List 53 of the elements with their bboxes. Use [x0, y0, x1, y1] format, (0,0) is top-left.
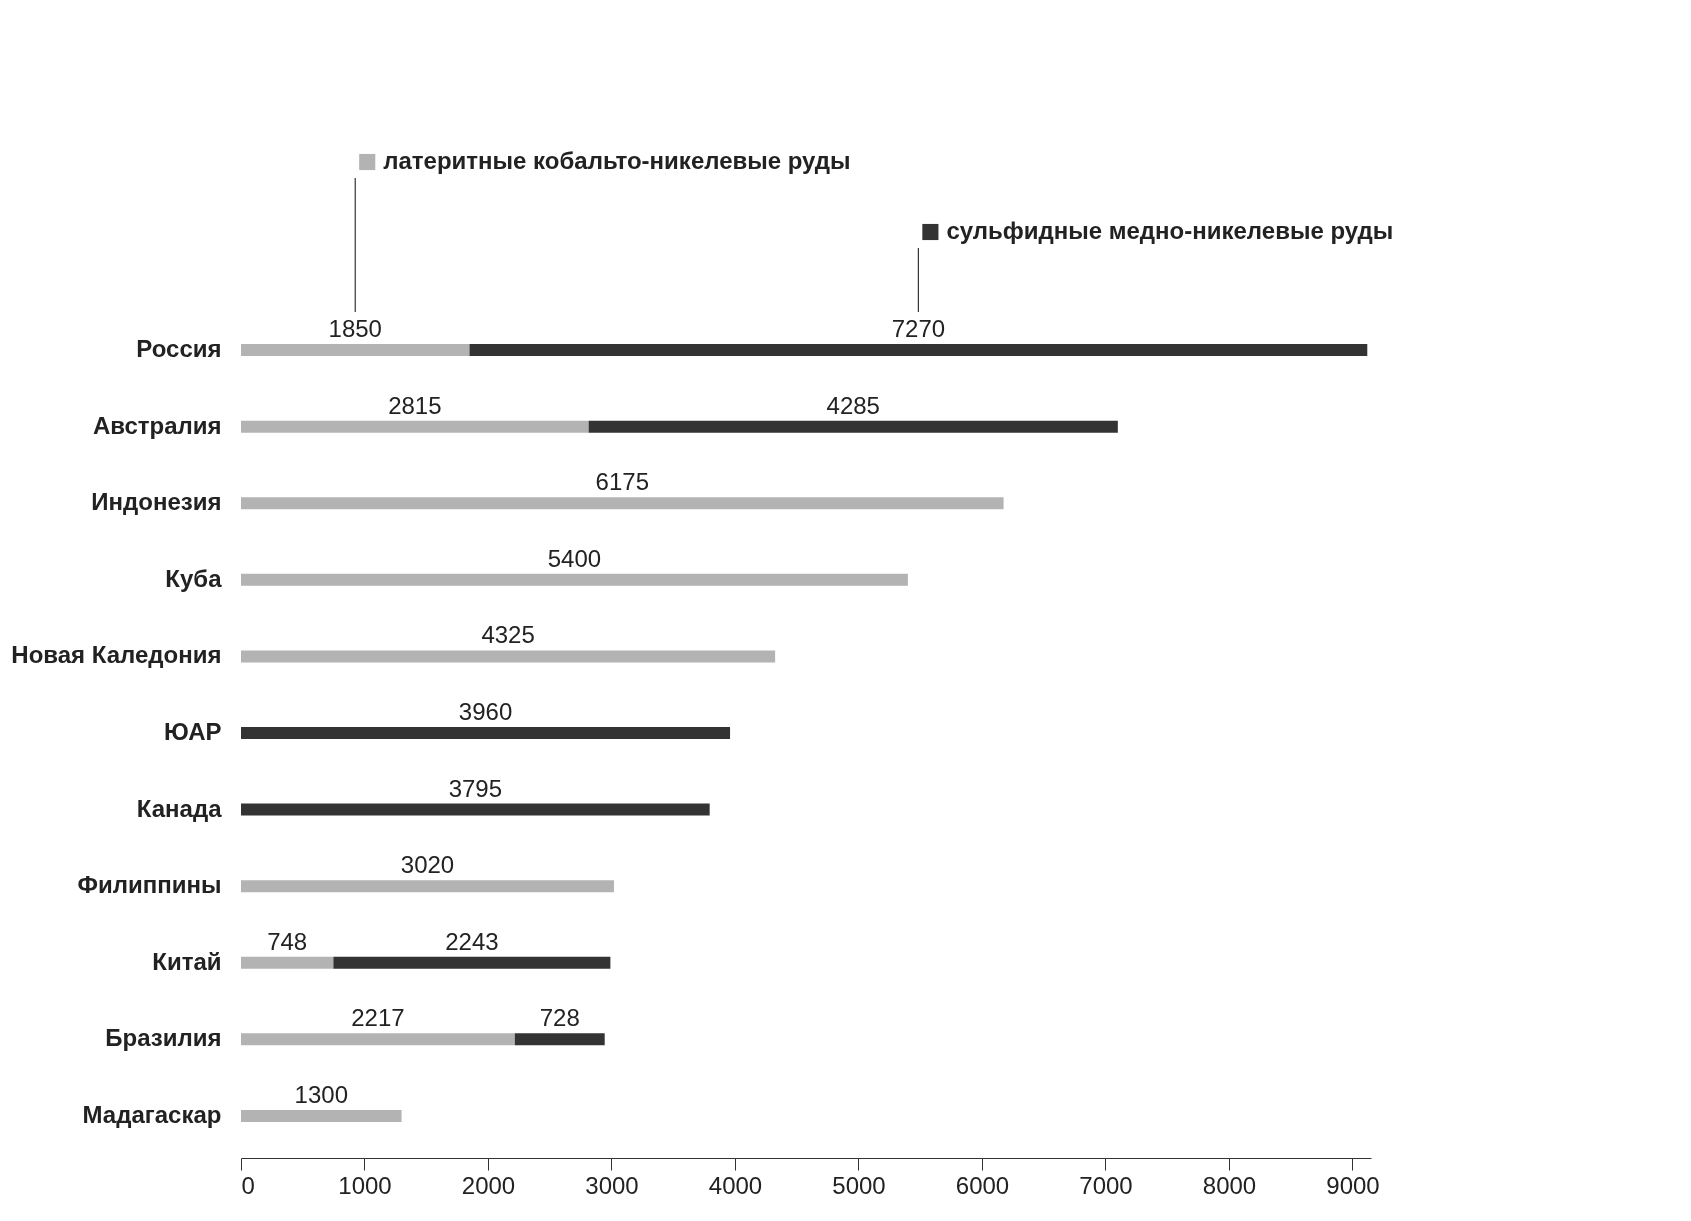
bar [241, 727, 731, 739]
y-tick-label: Россия [136, 335, 222, 363]
legend-label: латеритные кобальто-никелевые руды [383, 147, 851, 174]
x-tick-label: 0 [241, 1171, 255, 1199]
bar [241, 497, 1004, 510]
y-tick-label: Канада [136, 794, 223, 822]
bar [514, 1033, 605, 1046]
data-label: 1300 [294, 1080, 348, 1108]
x-tick-label: 5000 [832, 1171, 886, 1199]
legend-label: сульфидные медно-никелевые руды [946, 217, 1394, 244]
data-label: 3020 [400, 851, 455, 879]
bar [241, 803, 710, 816]
y-tick-label: Китай [152, 947, 222, 975]
y-tick-label: Новая Каледония [11, 641, 222, 669]
bar [241, 1033, 515, 1046]
x-tick-label: 7000 [1079, 1171, 1133, 1199]
y-tick-label: Индонезия [91, 488, 222, 516]
x-tick-label: 4000 [708, 1171, 763, 1199]
data-label: 4325 [481, 621, 535, 649]
bar [241, 344, 470, 357]
bar [333, 956, 611, 969]
data-label: 7270 [891, 315, 946, 343]
x-tick-label: 9000 [1326, 1171, 1380, 1199]
data-label: 3795 [448, 774, 503, 802]
x-tick-label: 6000 [955, 1171, 1010, 1199]
data-label: 1850 [328, 315, 382, 343]
bar [241, 650, 776, 663]
data-label: 748 [267, 927, 308, 955]
bar [241, 573, 908, 586]
bar [241, 420, 589, 433]
y-tick-label: Бразилия [105, 1024, 222, 1052]
bar [588, 420, 1118, 433]
data-label: 2243 [445, 927, 499, 955]
data-label: 3960 [458, 698, 513, 725]
bar [241, 956, 334, 969]
x-tick-label: 1000 [338, 1171, 392, 1199]
data-label: 2217 [351, 1004, 405, 1032]
data-label: 2815 [388, 391, 442, 419]
bar [241, 880, 614, 893]
data-label: 728 [539, 1004, 580, 1032]
bar [241, 1109, 402, 1122]
y-tick-label: Австралия [92, 411, 222, 439]
data-label: 4285 [826, 391, 880, 419]
x-tick-label: 2000 [461, 1171, 516, 1199]
bar [469, 344, 1368, 357]
y-tick-label: Куба [165, 564, 223, 592]
y-tick-label: Филиппины [77, 871, 222, 899]
y-tick-label: ЮАР [164, 718, 222, 745]
data-label: 5400 [547, 544, 602, 572]
y-tick-label: Мадагаскар [82, 1100, 222, 1128]
x-tick-label: 3000 [585, 1171, 639, 1199]
data-label: 6175 [595, 468, 649, 496]
x-tick-label: 8000 [1202, 1171, 1257, 1199]
